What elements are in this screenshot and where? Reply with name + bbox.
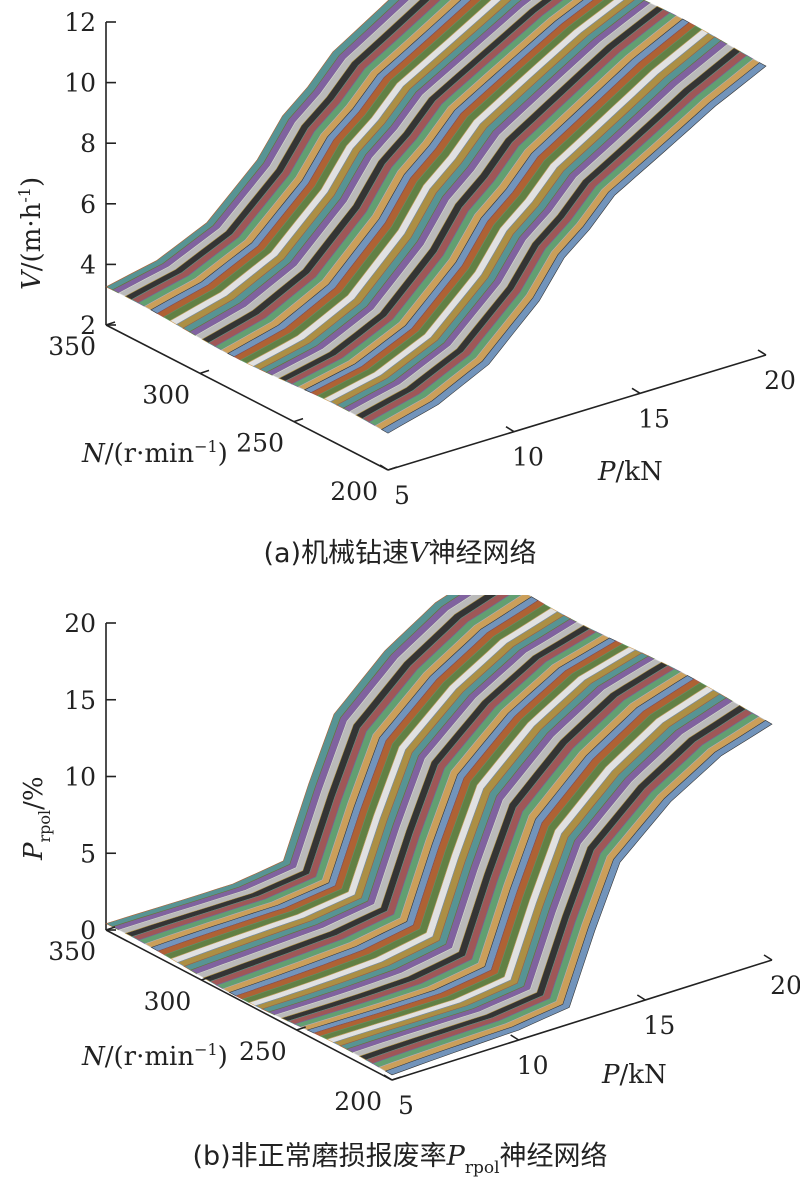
z-axis-label-exp: -1 (15, 187, 34, 203)
x-axis-label-var: P (597, 457, 616, 487)
z-tick-label: 12 (64, 8, 96, 37)
y-axis-label: N/(r·min−1) (81, 1040, 228, 1072)
caption-var: P (446, 1141, 466, 1172)
y-axis-label-unit: /(r·min (105, 439, 195, 469)
y-axis-label-var: N (81, 1042, 106, 1072)
y-tick (199, 369, 210, 375)
z-tick-label: 2 (80, 311, 96, 340)
x-tick (763, 954, 773, 961)
z-tick-label: 4 (80, 250, 96, 279)
surface-strip (384, 720, 773, 1076)
z-axis-label-unit: /(m·h (17, 202, 47, 271)
x-tick-label: 15 (638, 404, 670, 433)
chart-panel-b: 0 5 10 15 20 5 10 15 20 200 250 300 350 Prpol/% N/(r… (0, 595, 800, 1191)
y-tick-label: 350 (48, 332, 96, 361)
y-tick-label: 200 (334, 1087, 382, 1116)
x-axis-label-unit: /kN (616, 457, 663, 487)
z-axis-label-close: ) (17, 177, 47, 187)
x-tick (505, 425, 515, 433)
chart-caption-b: (b)非正常磨损报废率Prpol神经网络 (192, 1141, 607, 1178)
x-tick (757, 349, 767, 356)
y-axis-label-exp: −1 (194, 1040, 218, 1059)
z-axis-label-var: V (17, 269, 47, 290)
y-axis-label-close: ) (218, 1042, 228, 1072)
z-tick-label: 10 (64, 69, 96, 98)
y-tick-label: 250 (236, 429, 284, 458)
y-axis (105, 929, 393, 1081)
x-tick-label: 20 (770, 971, 800, 1000)
y-tick (293, 417, 304, 423)
y-tick (387, 466, 398, 471)
z-axis-label-unit: /% (19, 776, 49, 809)
caption-text1: 机械钻速 (301, 538, 409, 569)
caption-prefix: (a) (263, 538, 301, 569)
z-axis-label: Prpol/% (19, 776, 54, 861)
axes-frame (105, 22, 767, 471)
caption-text2: 神经网络 (500, 1141, 608, 1172)
y-tick-label: 250 (239, 1037, 287, 1066)
surface-mesh (105, 0, 767, 434)
tick-marks: 2 4 6 8 10 12 5 10 15 20 200 250 300 350 (48, 8, 796, 510)
y-axis-label-unit: /(r·min (105, 1042, 195, 1072)
x-tick-label: 5 (394, 481, 410, 510)
x-tick (631, 387, 641, 395)
y-axis-label: N/(r·min−1) (81, 437, 228, 469)
x-tick (636, 994, 646, 1001)
y-tick-label: 200 (330, 477, 378, 506)
y-axis-label-exp: −1 (194, 437, 218, 456)
z-tick-label: 15 (64, 686, 96, 715)
z-tick-label: 20 (64, 609, 96, 638)
caption-var: V (409, 538, 431, 569)
z-tick-label: 6 (80, 190, 96, 219)
y-axis-label-close: ) (218, 439, 228, 469)
x-tick-label: 10 (517, 1051, 549, 1080)
x-tick-label: 5 (398, 1091, 414, 1120)
z-axis-label-var: P (19, 842, 49, 861)
x-tick-label: 20 (764, 366, 796, 395)
y-tick (296, 1026, 306, 1031)
x-axis-label-var: P (601, 1060, 620, 1090)
z-tick-label: 5 (80, 839, 96, 868)
y-axis (105, 324, 389, 471)
y-tick-label: 300 (142, 380, 190, 409)
chart-panel-a: 2 4 6 8 10 12 5 10 15 20 200 250 300 350 V/(m·h-1) N/… (0, 0, 800, 580)
z-axis-label: V/(m·h-1) (15, 177, 47, 290)
z-axis-label-sub: rpol (35, 810, 54, 843)
z-tick-label: 10 (64, 763, 96, 792)
y-tick (201, 976, 211, 981)
caption-text2: 神经网络 (429, 538, 537, 569)
x-tick (379, 464, 389, 471)
x-axis-label-unit: /kN (620, 1060, 667, 1090)
x-tick-label: 10 (512, 443, 544, 472)
y-axis-label-var: N (81, 439, 106, 469)
x-axis-label: P/kN (597, 457, 663, 487)
caption-sub: rpol (465, 1158, 500, 1178)
surface-mesh (105, 595, 773, 1076)
x-tick (510, 1034, 520, 1041)
x-axis-label: P/kN (601, 1060, 667, 1090)
x-axis (391, 959, 773, 1081)
caption-prefix: (b) (192, 1141, 230, 1172)
tick-marks: 0 5 10 15 20 5 10 15 20 200 250 300 350 (48, 609, 800, 1120)
x-axis (387, 354, 767, 471)
x-tick (383, 1074, 393, 1081)
y-tick-label: 300 (144, 987, 192, 1016)
chart-caption-a: (a)机械钻速V神经网络 (263, 538, 536, 569)
y-tick (391, 1076, 402, 1081)
z-tick-label: 8 (80, 129, 96, 158)
y-tick (105, 926, 116, 931)
y-tick-label: 350 (48, 937, 96, 966)
z-tick-label: 0 (80, 916, 96, 945)
surface-strip (380, 62, 767, 434)
y-tick (105, 321, 116, 326)
x-tick-label: 15 (643, 1011, 675, 1040)
caption-text1: 非正常磨损报废率 (231, 1141, 447, 1172)
